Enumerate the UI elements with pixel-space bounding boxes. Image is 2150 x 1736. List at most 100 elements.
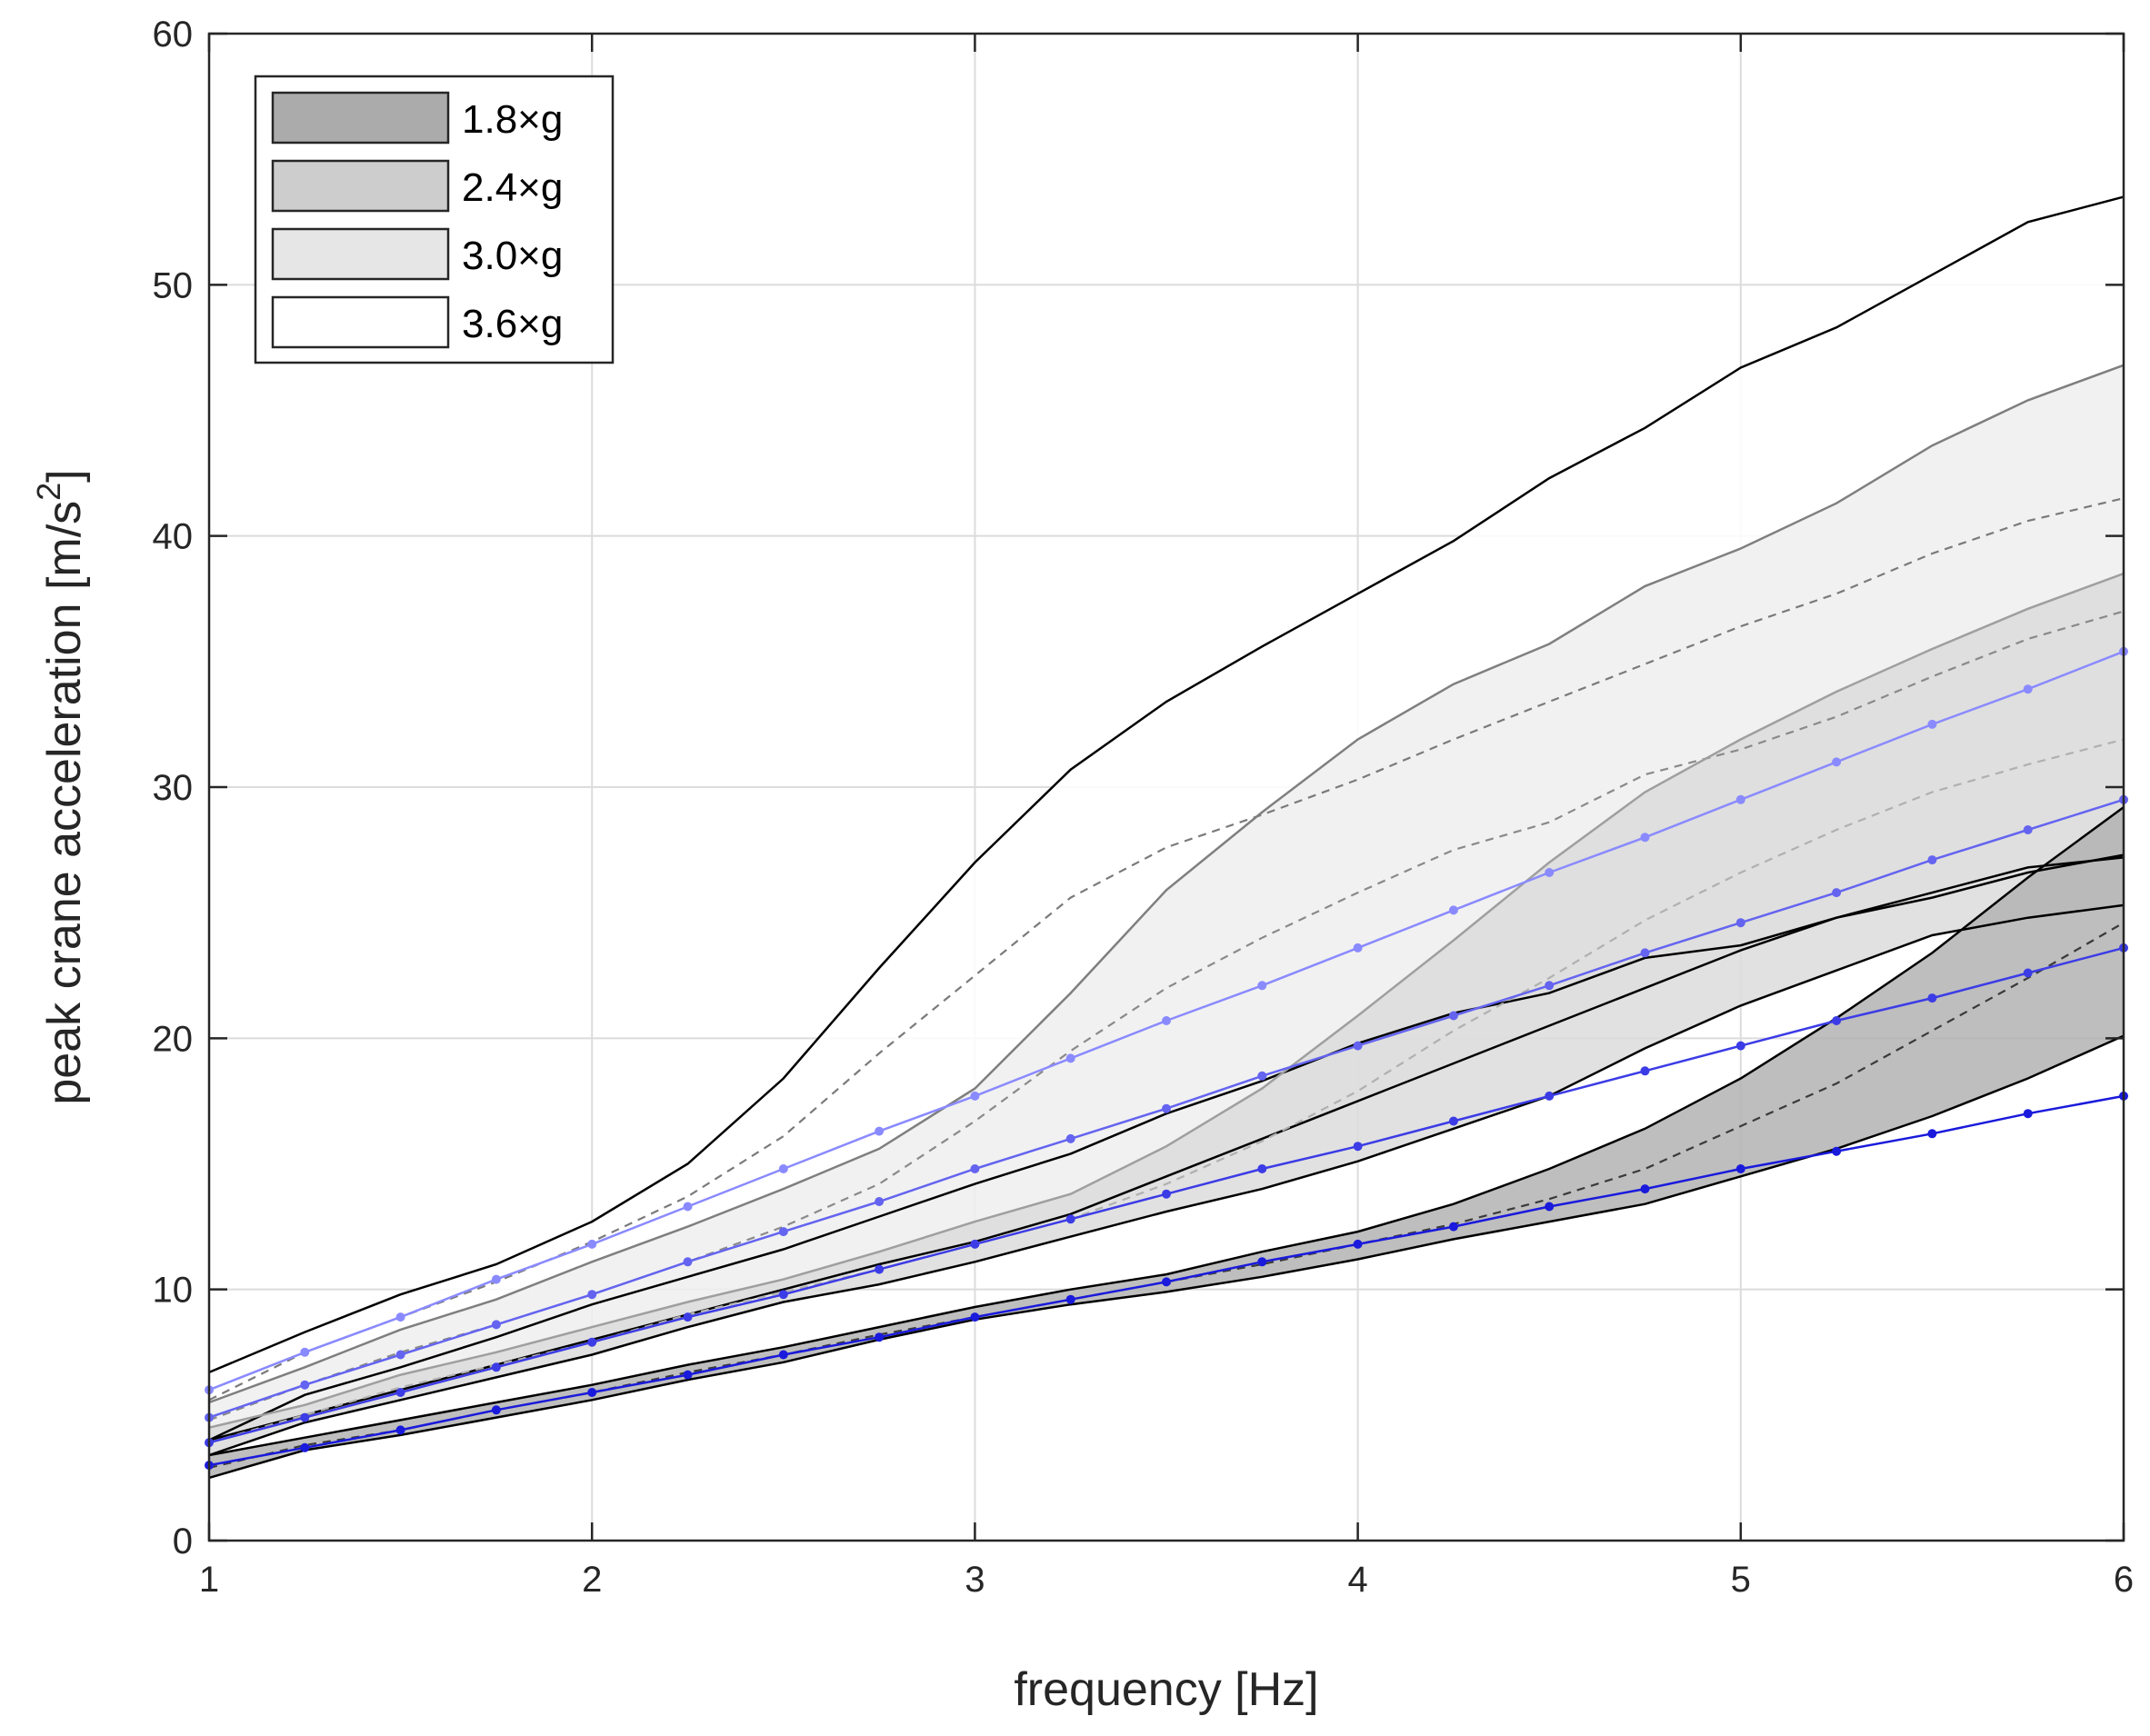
series-4-point xyxy=(875,1332,885,1342)
x-tick-label: 1 xyxy=(199,1560,219,1600)
series-2-point xyxy=(1735,918,1745,928)
series-4-point xyxy=(1545,1202,1555,1212)
series-3-point xyxy=(875,1264,885,1274)
series-4-point xyxy=(1162,1277,1171,1287)
legend-label-1: 1.8×g xyxy=(462,97,563,142)
x-tick-label: 5 xyxy=(1731,1560,1751,1600)
series-3-point xyxy=(300,1412,310,1422)
series-1-point xyxy=(970,1091,980,1101)
series-3-point xyxy=(970,1239,980,1249)
series-3-point xyxy=(1353,1142,1363,1152)
band-1-area xyxy=(209,196,2124,1441)
series-2-point xyxy=(778,1227,788,1237)
series-1-point xyxy=(1545,868,1555,877)
band-1-upper-line xyxy=(208,195,2125,1374)
band-1-lower-line xyxy=(208,853,2125,1442)
series-1-point xyxy=(1640,833,1650,843)
series-1-point xyxy=(491,1274,501,1284)
series-3-point xyxy=(1545,1091,1555,1101)
series-1-point xyxy=(1735,794,1745,804)
y-axis-title-suffix: ] xyxy=(38,469,91,482)
series-1-point xyxy=(1257,981,1267,991)
series-3-point xyxy=(1257,1164,1267,1173)
series-1-point xyxy=(300,1347,310,1357)
legend-swatch-4 xyxy=(271,295,450,349)
legend-label-3: 3.0×g xyxy=(462,234,563,278)
series-4-point xyxy=(1640,1184,1650,1194)
series-4-point xyxy=(1065,1294,1075,1304)
y-tick-label: 0 xyxy=(173,1521,193,1561)
series-1-point xyxy=(1832,757,1842,767)
series-2-point xyxy=(395,1350,405,1360)
x-tick-label: 6 xyxy=(2114,1560,2134,1600)
series-3-point xyxy=(1448,1116,1458,1126)
series-3-point xyxy=(1832,1016,1842,1025)
series-2-point xyxy=(2023,825,2033,834)
legend: 1.8×g 2.4×g 3.0×g 3.6×g xyxy=(254,75,615,364)
y-tick-label: 30 xyxy=(153,768,194,808)
series-1-point xyxy=(1448,905,1458,915)
series-4-point xyxy=(778,1350,788,1360)
legend-swatch-1 xyxy=(271,91,450,145)
series-2-point xyxy=(970,1164,980,1173)
series-1-point xyxy=(778,1164,788,1173)
series-4-point xyxy=(587,1388,597,1397)
series-2-point xyxy=(683,1257,693,1267)
series-2-point xyxy=(1065,1133,1075,1143)
series-2-point xyxy=(491,1320,501,1330)
series-2-point xyxy=(1640,948,1650,958)
series-3-point xyxy=(1162,1189,1171,1199)
legend-swatch-2 xyxy=(271,159,450,213)
x-tick-label: 4 xyxy=(1347,1560,1367,1600)
band-3-upper-line xyxy=(208,572,2125,1429)
series-2-point xyxy=(587,1290,597,1300)
band-4-area xyxy=(209,807,2124,1478)
series-3-point xyxy=(778,1290,788,1300)
series-3-point xyxy=(491,1362,501,1372)
series-1-point xyxy=(1065,1053,1075,1063)
series-2-point xyxy=(1353,1041,1363,1051)
reference-series xyxy=(205,646,2128,1471)
x-tick-label: 2 xyxy=(582,1560,602,1600)
series-1-point xyxy=(395,1312,405,1322)
series-2-point xyxy=(1162,1103,1171,1113)
series-4-point xyxy=(1927,1129,1937,1139)
series-3-point xyxy=(2023,968,2033,978)
series-3-point xyxy=(1927,993,1937,1003)
series-1-point xyxy=(1927,719,1937,729)
series-4-point xyxy=(1735,1164,1745,1173)
series-3-point xyxy=(1065,1214,1075,1224)
x-tick-label: 3 xyxy=(965,1560,985,1600)
y-tick-label: 10 xyxy=(153,1271,194,1311)
series-4-point xyxy=(491,1405,501,1415)
band-4-upper-line xyxy=(208,806,2125,1457)
series-1-point xyxy=(1353,943,1363,953)
y-tick-label: 50 xyxy=(153,265,194,305)
band-2-upper-line xyxy=(208,364,2125,1404)
band-2-lower-line xyxy=(208,856,2125,1442)
y-tick-label: 40 xyxy=(153,517,194,557)
legend-swatch-3 xyxy=(271,227,450,281)
series-1-point xyxy=(683,1202,693,1212)
series-3-point xyxy=(587,1337,597,1347)
band-3-mean-line xyxy=(208,738,2125,1444)
series-4-point xyxy=(300,1442,310,1452)
series-3-point xyxy=(683,1312,693,1322)
series-2-point xyxy=(1448,1011,1458,1021)
y-axis-title-superscript: 2 xyxy=(30,483,67,501)
series-1-point xyxy=(1162,1016,1171,1025)
band-3-lower-line xyxy=(208,903,2125,1457)
series-2-point xyxy=(300,1380,310,1390)
series-1-point xyxy=(875,1126,885,1136)
series-2-point xyxy=(1257,1071,1267,1081)
series-2-point xyxy=(1927,855,1937,865)
y-axis-title-main: peak crane acceleration [m/s xyxy=(38,501,91,1105)
y-tick-label: 60 xyxy=(153,15,194,55)
x-axis-title: frequency [Hz] xyxy=(1014,1663,1318,1716)
series-2-point xyxy=(875,1197,885,1206)
series-4-point xyxy=(970,1312,980,1322)
series-3-point xyxy=(395,1388,405,1397)
series-3-point xyxy=(1640,1066,1650,1076)
series-4-point xyxy=(395,1425,405,1435)
